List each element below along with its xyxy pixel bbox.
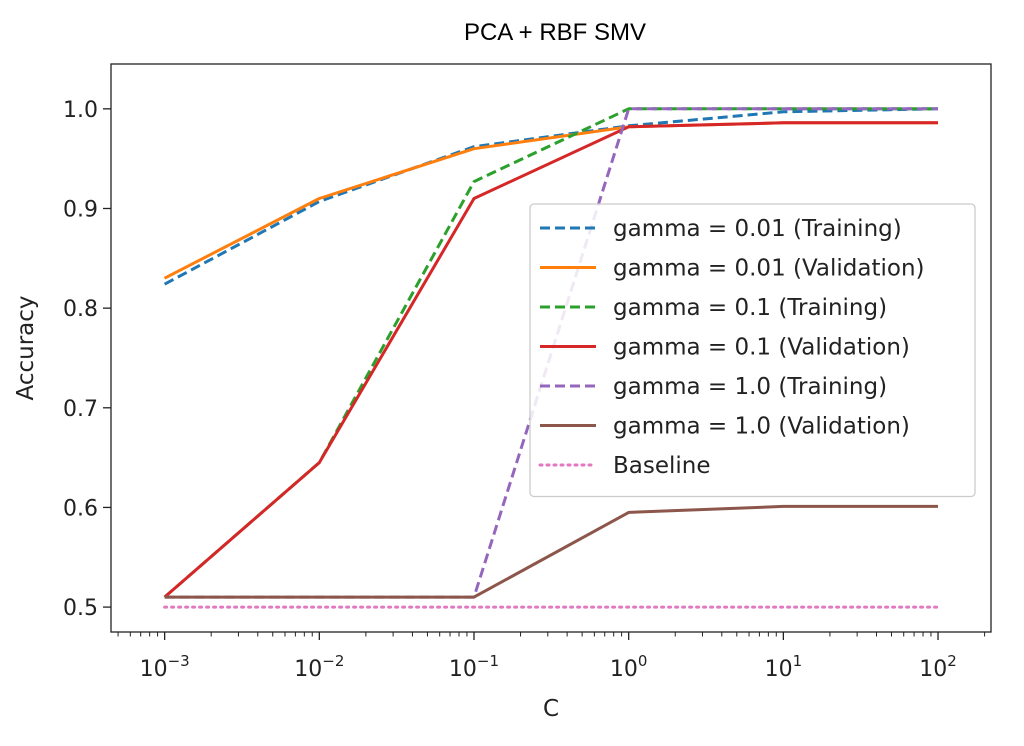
x-axis-ticks: 10−3 10−2 10−1 100 101 102 [117, 632, 986, 682]
legend-label-5: gamma = 1.0 (Training) [613, 374, 887, 400]
legend-label-4: gamma = 0.1 (Validation) [613, 335, 910, 361]
x-tick-label: 100 [610, 652, 648, 682]
y-tick-label: 0.8 [63, 297, 98, 322]
x-tick-base: 10 [610, 657, 638, 682]
y-tick-label: 0.5 [63, 596, 98, 621]
x-tick-label: 10−1 [449, 652, 499, 682]
plot-frame [110, 63, 992, 633]
y-tick-label: 0.6 [63, 496, 98, 521]
legend-label-3: gamma = 0.1 (Training) [613, 295, 887, 321]
plot-lines [163, 107, 940, 609]
x-axis-label: C [543, 696, 559, 722]
x-tick-exponent: −3 [168, 652, 190, 670]
x-tick-base: 10 [294, 657, 322, 682]
series-line-1 [163, 107, 939, 286]
x-tick-base: 10 [449, 657, 477, 682]
y-tick-label: 0.9 [63, 197, 98, 222]
x-tick-exponent: 2 [947, 652, 957, 670]
x-tick-base: 10 [919, 657, 947, 682]
legend-box [529, 203, 976, 498]
legend-label-6: gamma = 1.0 (Validation) [613, 414, 910, 440]
x-tick-exponent: −2 [322, 652, 344, 670]
x-tick-exponent: −1 [477, 652, 499, 670]
legend: gamma = 0.01 (Training) gamma = 0.01 (Val… [529, 203, 976, 498]
series-line-4 [163, 121, 938, 599]
y-tick-label: 0.7 [63, 397, 98, 422]
chart-title: PCA + RBF SMV [464, 19, 646, 46]
y-tick-label: 1.0 [63, 98, 98, 123]
series-line-6 [164, 504, 938, 599]
x-tick-label: 102 [919, 652, 957, 682]
legend-label-7: Baseline [613, 453, 711, 479]
y-axis-ticks: 0.5 0.6 0.7 0.8 0.9 1.0 [63, 98, 111, 621]
legend-label-2: gamma = 0.01 (Validation) [613, 256, 925, 282]
x-tick-base: 10 [140, 657, 168, 682]
x-tick-label: 10−2 [294, 652, 344, 682]
x-tick-exponent: 1 [793, 652, 803, 670]
legend-label-1: gamma = 0.01 (Training) [613, 216, 902, 242]
x-tick-label: 101 [765, 652, 803, 682]
y-axis-label: Accuracy [13, 295, 39, 400]
x-tick-label: 10−3 [140, 652, 190, 682]
x-tick-exponent: 0 [638, 652, 648, 670]
x-tick-base: 10 [765, 657, 793, 682]
